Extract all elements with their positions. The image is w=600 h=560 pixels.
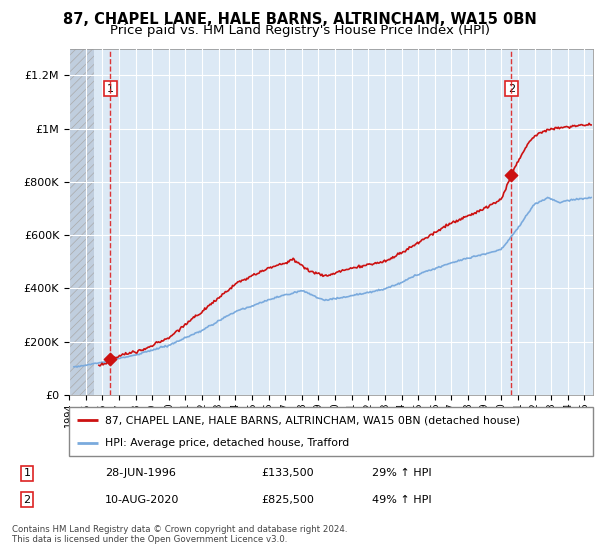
Text: 2: 2	[508, 83, 515, 94]
Text: 28-JUN-1996: 28-JUN-1996	[105, 468, 176, 478]
Text: 1: 1	[23, 468, 31, 478]
Point	[106, 355, 115, 364]
Text: 87, CHAPEL LANE, HALE BARNS, ALTRINCHAM, WA15 0BN: 87, CHAPEL LANE, HALE BARNS, ALTRINCHAM,…	[63, 12, 537, 27]
Text: £825,500: £825,500	[261, 494, 314, 505]
Text: Contains HM Land Registry data © Crown copyright and database right 2024.
This d: Contains HM Land Registry data © Crown c…	[12, 525, 347, 544]
Text: 1: 1	[107, 83, 114, 94]
Text: 49% ↑ HPI: 49% ↑ HPI	[372, 494, 431, 505]
Text: 2: 2	[23, 494, 31, 505]
Text: Price paid vs. HM Land Registry's House Price Index (HPI): Price paid vs. HM Land Registry's House …	[110, 24, 490, 36]
Text: 10-AUG-2020: 10-AUG-2020	[105, 494, 179, 505]
Text: HPI: Average price, detached house, Trafford: HPI: Average price, detached house, Traf…	[104, 438, 349, 448]
Point	[506, 171, 516, 180]
Text: 29% ↑ HPI: 29% ↑ HPI	[372, 468, 431, 478]
Text: £133,500: £133,500	[261, 468, 314, 478]
Bar	[69, 49, 94, 395]
Text: 87, CHAPEL LANE, HALE BARNS, ALTRINCHAM, WA15 0BN (detached house): 87, CHAPEL LANE, HALE BARNS, ALTRINCHAM,…	[104, 416, 520, 426]
